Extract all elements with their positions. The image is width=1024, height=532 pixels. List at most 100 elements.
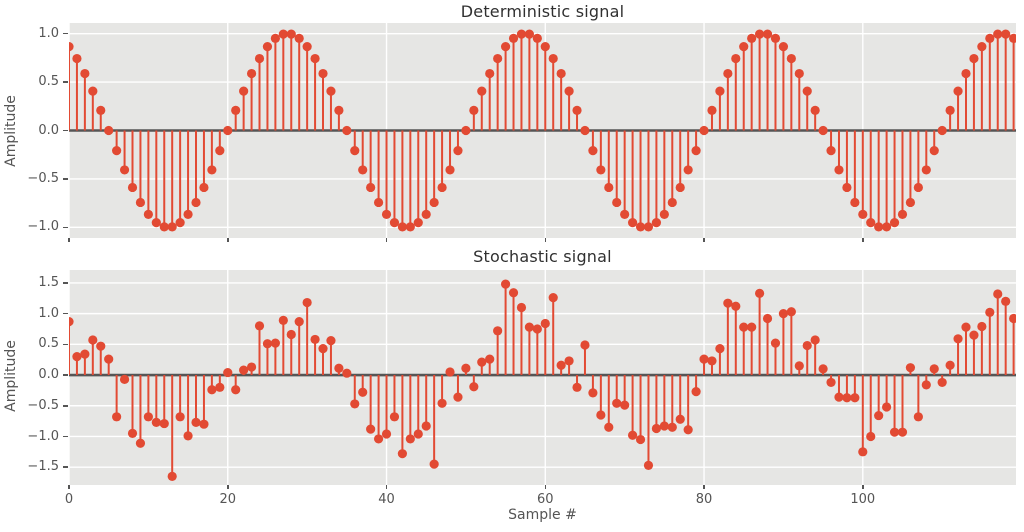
stem-marker xyxy=(413,429,423,439)
stem-marker xyxy=(651,218,662,228)
stem-marker xyxy=(135,438,146,448)
stem-marker xyxy=(556,68,566,79)
stem-marker xyxy=(508,33,519,43)
stem-marker xyxy=(532,324,542,334)
stem-marker xyxy=(437,398,447,408)
stem-marker xyxy=(72,53,82,64)
stem-marker xyxy=(540,42,550,52)
y-tick-mark xyxy=(63,343,68,346)
stem-marker xyxy=(246,362,257,372)
stem-marker xyxy=(953,334,963,344)
stem-marker xyxy=(874,410,884,421)
stem-marker xyxy=(683,165,693,175)
y-tick-mark xyxy=(63,312,68,315)
stem-marker xyxy=(80,68,90,79)
stem-marker xyxy=(707,105,717,115)
stem-marker xyxy=(469,105,479,115)
stem-marker xyxy=(302,42,312,52)
stem-marker xyxy=(691,387,701,397)
stem-marker xyxy=(508,288,519,298)
x-tick-mark xyxy=(703,485,705,489)
stem-marker xyxy=(897,209,908,219)
stem-marker xyxy=(397,449,407,459)
y-tick-mark xyxy=(63,435,68,438)
stem-marker xyxy=(334,363,344,373)
stem-marker xyxy=(993,289,1003,299)
stem-marker xyxy=(516,302,527,313)
x-tick-mark xyxy=(68,485,70,489)
stem-marker xyxy=(961,68,971,79)
x-tick-mark xyxy=(544,485,546,489)
stem-marker xyxy=(294,33,304,43)
stem-marker xyxy=(643,460,654,470)
stem-marker xyxy=(802,340,812,351)
x-tick-label: 40 xyxy=(378,492,395,507)
stem-marker xyxy=(516,29,527,39)
stem-marker xyxy=(278,315,288,325)
stem-marker xyxy=(635,222,646,232)
stem-marker xyxy=(445,367,455,377)
stem-marker xyxy=(937,377,947,388)
y-tick-mark xyxy=(63,282,68,284)
stem-marker xyxy=(715,344,725,354)
stem-marker xyxy=(882,402,892,412)
stem-marker xyxy=(850,197,860,208)
stem-marker xyxy=(699,354,709,364)
stem-marker xyxy=(580,340,590,350)
stem-marker xyxy=(588,146,598,156)
stem-marker xyxy=(826,146,836,156)
stem-marker xyxy=(207,165,217,175)
stem-marker xyxy=(381,429,392,439)
stem-marker xyxy=(993,29,1003,39)
stem-marker xyxy=(627,430,638,440)
stem-marker xyxy=(755,288,765,298)
y-tick-label: 1.0 xyxy=(38,305,59,321)
stem-marker xyxy=(604,182,614,193)
stem-marker xyxy=(969,330,979,340)
stem-marker xyxy=(366,424,376,434)
stem-marker xyxy=(667,422,677,432)
stem-marker xyxy=(699,125,709,136)
stem-marker xyxy=(104,354,114,364)
stem-marker xyxy=(953,86,963,96)
stem-marker xyxy=(842,182,852,193)
stem-marker xyxy=(358,387,368,397)
stem-marker xyxy=(80,349,90,359)
y-tick-label: −0.5 xyxy=(27,170,59,186)
stem-marker xyxy=(223,367,233,378)
x-tick-mark xyxy=(862,485,864,489)
stem-marker xyxy=(461,125,471,136)
stem-marker xyxy=(493,326,503,336)
stem-marker xyxy=(302,297,312,308)
stem-marker xyxy=(905,197,916,208)
stem-marker xyxy=(262,42,273,52)
stem-marker xyxy=(643,222,654,232)
stem-marker xyxy=(389,412,400,422)
stem-marker xyxy=(477,357,487,367)
stem-marker xyxy=(635,434,646,445)
stem-marker xyxy=(842,393,852,403)
stem-marker xyxy=(620,209,630,219)
stem-marker xyxy=(913,412,923,422)
stem-marker xyxy=(826,377,836,388)
stem-marker xyxy=(580,125,590,136)
stem-marker xyxy=(762,313,773,324)
stem-plot-stochastic xyxy=(69,270,1016,485)
stem-marker xyxy=(199,182,209,193)
stem-marker xyxy=(239,86,249,96)
x-tick-label: 20 xyxy=(219,492,237,507)
x-tick-label: 80 xyxy=(695,492,713,507)
x-tick-label: 100 xyxy=(850,492,876,507)
x-tick-mark xyxy=(227,485,229,489)
stem-marker xyxy=(119,374,130,384)
stem-marker xyxy=(810,335,820,345)
stem-marker xyxy=(104,125,114,136)
stem-marker xyxy=(294,317,304,327)
stem-marker xyxy=(985,33,995,43)
stem-marker xyxy=(604,422,614,432)
stem-marker xyxy=(461,363,471,373)
stem-marker xyxy=(1009,33,1016,43)
stem-marker xyxy=(794,68,804,79)
stem-marker xyxy=(921,380,931,390)
stem-marker xyxy=(167,222,177,232)
